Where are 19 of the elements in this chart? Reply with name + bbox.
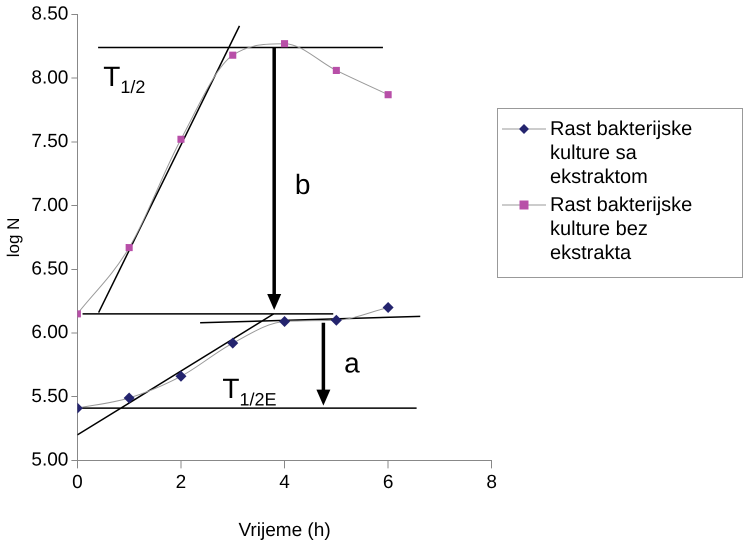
y-tick-label: 8.00 bbox=[31, 67, 68, 88]
x-axis-title: Vrijeme (h) bbox=[238, 520, 331, 541]
y-tick-label: 7.00 bbox=[31, 194, 68, 216]
y-tick-label: 6.50 bbox=[31, 258, 68, 280]
y-tick-label: 5.00 bbox=[31, 450, 68, 471]
annotation: b bbox=[294, 169, 310, 200]
x-tick-label: 0 bbox=[72, 472, 83, 494]
legend-label: Rast bakterijske kulture sa ekstraktom bbox=[550, 117, 694, 189]
y-tick-label: 7.50 bbox=[31, 131, 68, 152]
x-tick-label: 4 bbox=[279, 472, 290, 494]
x-tick-label: 2 bbox=[176, 472, 186, 494]
y-tick-label: 6.00 bbox=[31, 322, 68, 344]
y-tick-label: 8.50 bbox=[31, 4, 68, 25]
x-tick-label: 6 bbox=[382, 472, 394, 494]
y-axis-title: log N bbox=[4, 218, 23, 258]
legend-label: Rast bakterijske kulture bez ekstrakta bbox=[550, 193, 694, 265]
annotation: a bbox=[344, 348, 360, 379]
x-tick-label: 8 bbox=[486, 472, 498, 494]
y-tick-label: 5.50 bbox=[31, 386, 68, 407]
